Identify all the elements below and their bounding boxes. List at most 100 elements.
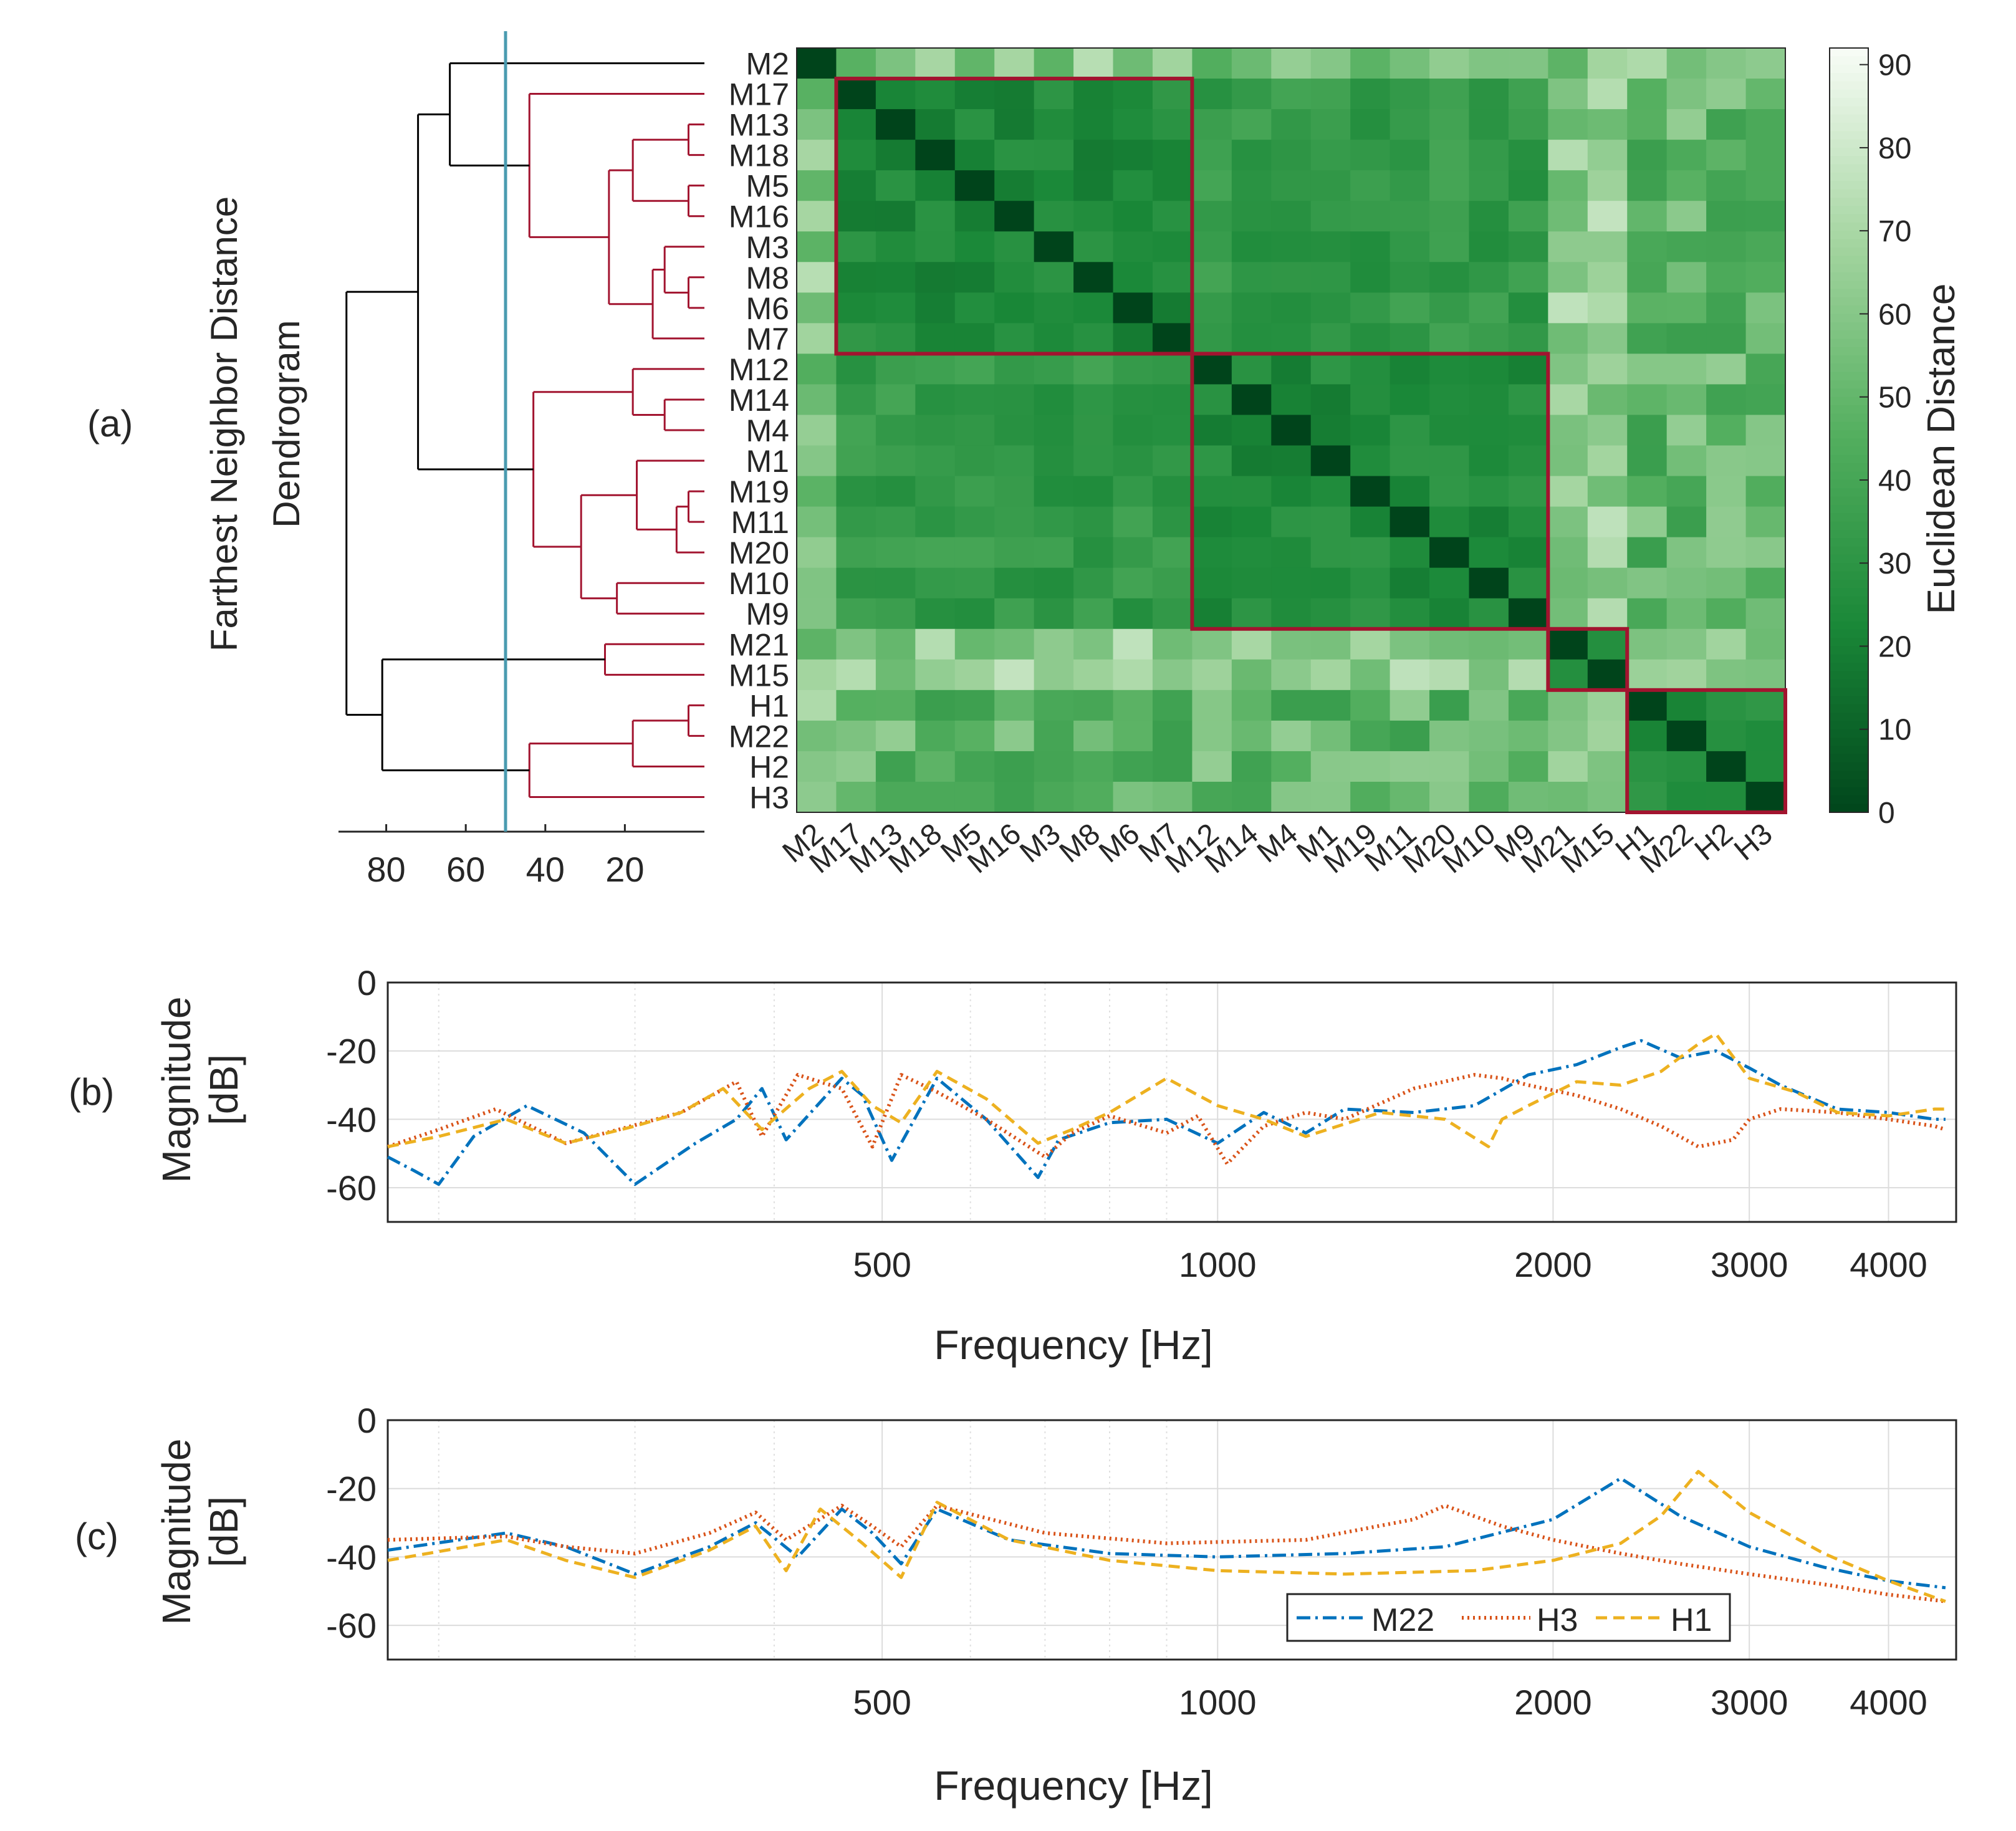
colorbar-segment xyxy=(1830,114,1868,123)
heatmap-cell xyxy=(1073,201,1114,232)
colorbar-segment xyxy=(1830,347,1868,357)
heatmap-cell xyxy=(1706,353,1747,385)
heatmap-cell xyxy=(1469,48,1509,79)
colorbar-segment xyxy=(1830,189,1868,198)
heatmap-cell xyxy=(1469,567,1509,599)
heatmap-cell xyxy=(875,231,916,262)
heatmap-cell xyxy=(836,537,876,569)
heatmap-cell xyxy=(1310,506,1351,538)
heatmap-cell xyxy=(1429,415,1470,446)
heatmap-cell xyxy=(836,567,876,599)
heatmap-cell xyxy=(1271,79,1312,110)
heatmap-cell xyxy=(915,720,956,752)
heatmap-cell xyxy=(836,201,876,232)
heatmap-cell xyxy=(1508,201,1548,232)
colorbar-segment xyxy=(1830,289,1868,298)
heatmap-cell xyxy=(1231,628,1272,660)
heatmap-cell xyxy=(1152,751,1193,782)
heatmap-cell xyxy=(1429,506,1470,538)
heatmap-cell xyxy=(1350,751,1391,782)
heatmap-cell xyxy=(1548,628,1588,660)
heatmap-cell xyxy=(1310,140,1351,171)
colorbar-segment xyxy=(1830,613,1868,622)
heatmap-cell xyxy=(1034,140,1074,171)
colorbar-segment xyxy=(1830,663,1868,672)
heatmap-cell xyxy=(1508,628,1548,660)
colorbar-segment xyxy=(1830,372,1868,382)
heatmap-cell xyxy=(836,628,876,660)
heatmap-cell xyxy=(1310,537,1351,569)
heatmap-cell xyxy=(1034,476,1074,507)
colorbar-tick-label: 30 xyxy=(1878,547,1911,580)
heatmap-cell xyxy=(1587,353,1628,385)
heatmap-cell xyxy=(1073,445,1114,477)
y-tick-label: -60 xyxy=(326,1168,377,1208)
colorbar-segment xyxy=(1830,281,1868,290)
colorbar-segment xyxy=(1830,688,1868,697)
heatmap-cell xyxy=(1587,537,1628,569)
heatmap-cell xyxy=(1152,323,1193,354)
heatmap-cell xyxy=(1469,109,1509,140)
heatmap-cell xyxy=(797,751,837,782)
heatmap-cell xyxy=(797,201,837,232)
colorbar-segment xyxy=(1830,604,1868,614)
heatmap-cell xyxy=(1627,79,1668,110)
heatmap-cell xyxy=(954,170,995,201)
heatmap-cell xyxy=(1469,537,1509,569)
heatmap-cell xyxy=(1192,323,1232,354)
x-tick-label: 2000 xyxy=(1514,1683,1592,1722)
heatmap-cell xyxy=(797,323,837,354)
y-tick-label: -20 xyxy=(326,1032,377,1071)
heatmap-cell xyxy=(1073,170,1114,201)
heatmap-cell xyxy=(1706,506,1747,538)
heatmap-cell xyxy=(1508,751,1548,782)
heatmap-cell xyxy=(994,445,1035,477)
heatmap-cell xyxy=(1587,690,1628,721)
heatmap-cell xyxy=(915,79,956,110)
heatmap-cell xyxy=(994,323,1035,354)
heatmap-cell xyxy=(1152,567,1193,599)
heatmap-cell xyxy=(1706,751,1747,782)
heatmap-cell xyxy=(1548,292,1588,324)
heatmap-cell xyxy=(1469,628,1509,660)
heatmap-cell xyxy=(954,292,995,324)
heatmap-cell xyxy=(954,506,995,538)
colorbar-segment xyxy=(1830,247,1868,257)
heatmap-cell xyxy=(1231,476,1272,507)
heatmap-cell xyxy=(797,170,837,201)
heatmap-cell xyxy=(954,445,995,477)
heatmap-cell xyxy=(1271,598,1312,630)
heatmap-cell xyxy=(1271,567,1312,599)
heatmap-cell xyxy=(994,384,1035,416)
heatmap-cell xyxy=(915,476,956,507)
heatmap-cell xyxy=(1152,262,1193,293)
heatmap-cell xyxy=(1508,48,1548,79)
colorbar-segment xyxy=(1830,554,1868,564)
heatmap-cell xyxy=(1350,537,1391,569)
heatmap-cell xyxy=(1271,445,1312,477)
heatmap-cell xyxy=(1231,720,1272,752)
heatmap-cell xyxy=(797,720,837,752)
heatmap-cell xyxy=(1310,353,1351,385)
x-tick-label: 4000 xyxy=(1850,1683,1927,1722)
heatmap-cell xyxy=(1508,170,1548,201)
heatmap-cell xyxy=(1666,415,1707,446)
heatmap-cell xyxy=(1350,140,1391,171)
colorbar-segment xyxy=(1830,488,1868,497)
heatmap-cell xyxy=(1271,751,1312,782)
heatmap-cell xyxy=(1192,720,1232,752)
heatmap-cell xyxy=(836,445,876,477)
heatmap-cell xyxy=(1152,170,1193,201)
spectrum-plot-c: 500 1000 2000 3000 4000 0 -20 -40 -60 xyxy=(326,1401,1957,1722)
heatmap-cell xyxy=(1350,598,1391,630)
heatmap-cell xyxy=(1271,48,1312,79)
heatmap-cell xyxy=(1192,659,1232,691)
colorbar-segment xyxy=(1830,421,1868,431)
colorbar-tick-label: 80 xyxy=(1878,132,1911,165)
colorbar-segment xyxy=(1830,713,1868,722)
heatmap-cell xyxy=(836,506,876,538)
heatmap-cell xyxy=(1666,262,1707,293)
heatmap-cell xyxy=(954,567,995,599)
heatmap-cell xyxy=(1073,79,1114,110)
heatmap-cell xyxy=(797,231,837,262)
